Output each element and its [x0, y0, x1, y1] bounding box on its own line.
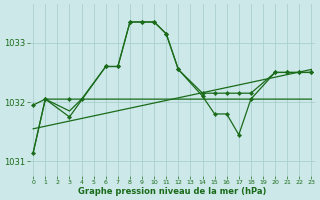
X-axis label: Graphe pression niveau de la mer (hPa): Graphe pression niveau de la mer (hPa) — [78, 187, 267, 196]
